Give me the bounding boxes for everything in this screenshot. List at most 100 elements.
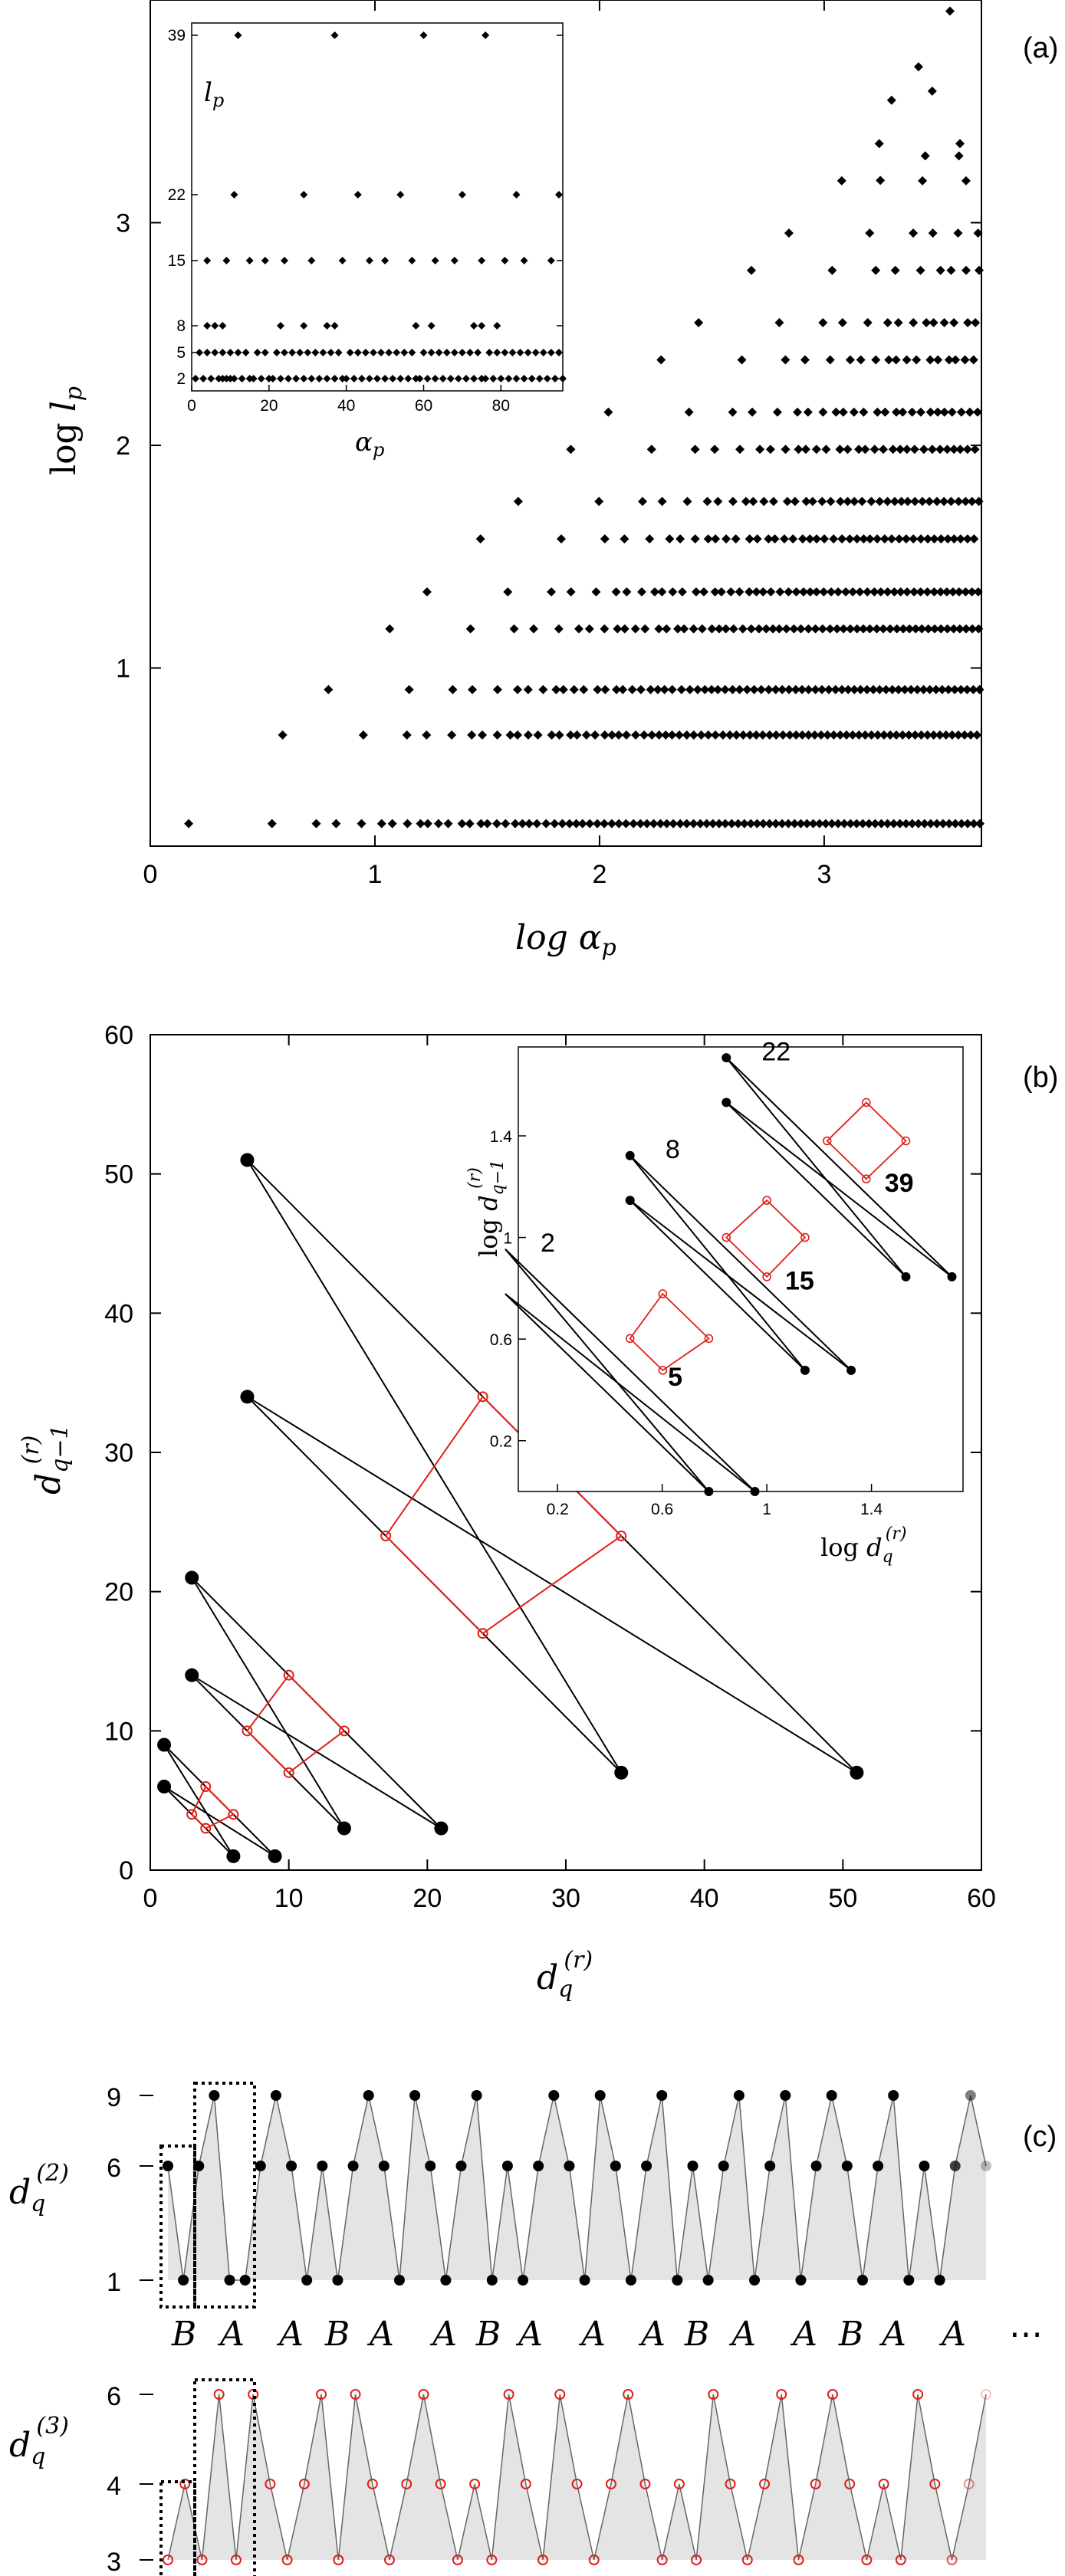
panel-a-point <box>923 624 933 634</box>
panel-a-point <box>581 730 591 740</box>
panel-a-inset-xtick-label: 0 <box>187 397 196 415</box>
panel-b-inset-xtick-label: 0.6 <box>651 1501 673 1518</box>
panel-a-inset-point <box>450 349 459 356</box>
panel-a-point <box>975 684 984 694</box>
panel-a-point <box>771 684 781 694</box>
panel-a-point <box>735 445 745 454</box>
panel-a-point <box>801 497 811 507</box>
panel-c-top-point <box>163 2161 173 2171</box>
panel-a-point <box>808 819 818 829</box>
panel-a-inset-point <box>478 257 486 264</box>
panel-c-top-point <box>455 2161 467 2171</box>
panel-c-top-point <box>934 2275 945 2286</box>
panel-a-point <box>654 624 664 634</box>
panel-a-point <box>571 819 581 829</box>
panel-b-red-point <box>200 1823 212 1834</box>
panel-b-inset: 0.2 0.6 1 1.4 0.2 0.6 1 1.4 2 8 22 5 15 39 log dq(r… <box>465 1037 964 1567</box>
panel-a-inset-xtick-label: 40 <box>337 397 355 415</box>
panel-c-bottom-point <box>367 2479 378 2489</box>
panel-b-xtick-label: 20 <box>413 1884 442 1913</box>
panel-c-bottom-point <box>265 2479 276 2489</box>
panel-c-top-point <box>518 2275 529 2286</box>
panel-a-point <box>883 587 892 597</box>
panel-a-point <box>691 587 701 597</box>
panel-a-point <box>852 624 862 634</box>
panel-a-ytick-label: 3 <box>116 209 130 238</box>
panel-a-point <box>962 684 972 694</box>
panel-a-point <box>558 684 568 694</box>
panel-a-inset-point <box>353 349 362 356</box>
panel-a-point <box>720 684 730 694</box>
panel-c-top-point <box>733 2090 745 2101</box>
panel-a-inset-point <box>431 375 439 382</box>
panel-a-point <box>781 445 791 454</box>
panel-a-point <box>925 407 935 417</box>
panel-a-point <box>738 730 748 740</box>
panel-a-point <box>716 587 726 597</box>
panel-a-point <box>892 624 902 634</box>
panel-b-red-point <box>242 1725 253 1737</box>
panel-a-point <box>836 497 846 507</box>
panel-b-inset-segment <box>629 1155 852 1371</box>
panel-a-inset-point <box>330 375 339 382</box>
panel-a-point <box>702 497 712 507</box>
panel-a-point <box>649 587 659 597</box>
panel-a-point <box>886 730 896 740</box>
panel-a-point <box>889 497 899 507</box>
panel-a-point <box>491 819 501 829</box>
panel-c-sequence-ellipsis: ⋯ <box>1009 2315 1043 2354</box>
panel-a-point <box>748 497 758 507</box>
panel-a-point <box>939 407 949 417</box>
panel-b-xtick-label: 0 <box>143 1884 158 1913</box>
panel-a-point <box>667 730 677 740</box>
panel-c-bottom-shade <box>168 2394 986 2560</box>
panel-a-point <box>863 587 873 597</box>
panel-a-point <box>797 730 807 740</box>
panel-a-inset-xtick-label: 20 <box>260 397 278 415</box>
panel-a-inset-point <box>219 349 227 356</box>
panel-a-point <box>707 624 717 634</box>
panel-a-point <box>852 819 862 829</box>
panel-a-point <box>909 587 919 597</box>
panel-a-inset-point <box>478 322 486 330</box>
panel-a-point <box>895 819 905 829</box>
panel-a-point <box>896 445 906 454</box>
panel-c: (c) 169 B A A B A A B A A A B A A B A A ⋯ 346 dq(2) dq(3… <box>9 2082 1057 2576</box>
panel-b-red-point <box>228 1809 239 1820</box>
panel-a-point <box>584 624 594 634</box>
panel-a-inset-point <box>276 375 284 382</box>
panel-c-top-point <box>224 2275 235 2286</box>
panel-a-point <box>524 819 534 829</box>
panel-a-point <box>975 819 985 829</box>
panel-a-point <box>676 684 686 694</box>
panel-a-ylabel: log lp <box>44 386 87 475</box>
panel-a-point <box>689 624 698 634</box>
panel-a-point <box>968 355 978 365</box>
panel-a-point <box>554 624 564 634</box>
panel-a-point <box>816 730 826 740</box>
panel-b-black-point <box>850 1765 864 1780</box>
panel-a-point <box>912 355 922 365</box>
panel-a-point <box>950 819 960 829</box>
panel-a-point <box>925 684 935 694</box>
panel-a-point <box>821 445 831 454</box>
panel-c-top-point <box>780 2090 791 2101</box>
panel-c-sequence-letter: B <box>684 2315 709 2354</box>
panel-a-point <box>800 445 810 454</box>
panel-a-point <box>672 624 682 634</box>
panel-a-point <box>791 730 801 740</box>
panel-c-bottom-point <box>844 2479 856 2489</box>
panel-a-point <box>728 407 738 417</box>
panel-a-inset-point <box>400 349 409 356</box>
panel-a-point <box>541 819 551 829</box>
panel-c-bottom-point <box>537 2555 549 2565</box>
panel-a-point <box>835 445 845 454</box>
panel-a-point <box>956 819 966 829</box>
panel-a-point <box>788 534 798 544</box>
panel-a-inset-point <box>203 322 212 330</box>
panel-a-point <box>942 445 952 454</box>
panel-a-point <box>696 730 706 740</box>
panel-a-point <box>557 819 567 829</box>
panel-a-inset-point <box>373 375 381 382</box>
